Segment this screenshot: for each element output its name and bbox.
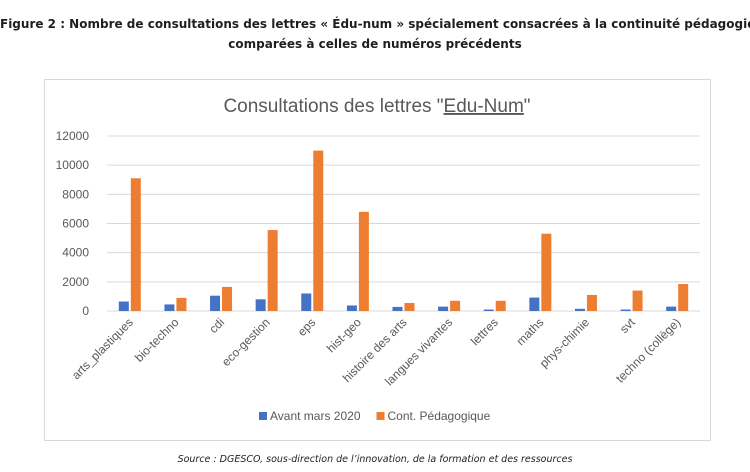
bar-cont-10 [586, 294, 597, 311]
y-tick-label: 10000 [56, 158, 90, 172]
bar-cont-9 [541, 233, 552, 311]
chart-frame: Consultations des lettres "Edu-Num" 0 200… [44, 79, 711, 441]
y-tick-label: 8000 [62, 187, 89, 201]
bar-cont-12 [678, 284, 689, 311]
y-tick-label: 12000 [56, 129, 90, 143]
bar-cont-8 [495, 300, 506, 311]
bar-cont-5 [358, 211, 369, 311]
x-tick-label: phys-chimie [537, 315, 592, 370]
y-tick-label: 4000 [62, 246, 89, 260]
bar-cont-4 [313, 150, 324, 311]
bar-avant-10 [574, 308, 585, 311]
figure-title-line-2: comparées à celles de numéros précédents [228, 37, 522, 51]
bar-avant-9 [529, 297, 540, 311]
bar-cont-3 [267, 230, 278, 311]
legend: Avant mars 2020 Cont. Pédagogique [259, 409, 491, 423]
y-tick-label: 6000 [62, 217, 89, 231]
bar-avant-12 [666, 306, 677, 311]
x-tick-label: lettres [468, 315, 501, 348]
bars [118, 150, 689, 311]
bar-avant-11 [620, 309, 631, 311]
bar-avant-6 [392, 306, 403, 311]
bar-avant-8 [483, 309, 494, 311]
x-tick-label: hist-geo [324, 315, 364, 355]
x-tick-label: eco-gestion [219, 315, 273, 369]
x-tick-label: arts_plastiques [69, 315, 136, 382]
chart-title: Consultations des lettres "Edu-Num" [223, 96, 530, 117]
legend-label: Cont. Pédagogique [388, 409, 491, 423]
bar-avant-3 [255, 299, 266, 311]
chart-title-highlight: Edu-Num [444, 96, 524, 117]
bar-cont-7 [450, 300, 461, 311]
x-tick-label: bio-techno [132, 315, 182, 365]
figure-title-line-1: Figure 2 : Nombre de consultations des l… [0, 17, 750, 31]
x-tick-label: svt [617, 315, 638, 336]
x-tick-label: maths [513, 315, 546, 348]
y-tick-label: 2000 [62, 275, 89, 289]
y-tick-label: 0 [82, 304, 89, 318]
bar-cont-0 [130, 178, 141, 311]
gridlines [107, 135, 700, 312]
bar-cont-1 [176, 297, 187, 311]
bar-avant-1 [164, 304, 175, 311]
chart-title-prefix: Consultations des lettres " [223, 96, 443, 117]
legend-swatch [259, 412, 267, 420]
bar-cont-2 [222, 286, 233, 311]
legend-label: Avant mars 2020 [270, 409, 361, 423]
bar-chart: Consultations des lettres "Edu-Num" 0 200… [56, 96, 700, 423]
bar-cont-11 [632, 290, 643, 311]
bar-cont-6 [404, 302, 415, 311]
bar-avant-4 [301, 293, 312, 311]
legend-swatch [376, 412, 385, 420]
bar-avant-0 [118, 301, 129, 311]
figure-title: Figure 2 : Nombre de consultations des l… [0, 14, 750, 54]
bar-avant-7 [438, 306, 449, 311]
bar-avant-2 [210, 295, 221, 311]
bar-avant-5 [346, 305, 357, 311]
x-tick-label: cdi [206, 315, 227, 336]
figure-source: Source : DGESCO, sous-direction de l’inn… [177, 454, 573, 465]
x-tick-label: eps [295, 315, 319, 339]
chart-title-suffix: " [524, 96, 531, 117]
y-axis-tick-labels: 0 2000 4000 6000 8000 10000 12000 [56, 129, 90, 318]
